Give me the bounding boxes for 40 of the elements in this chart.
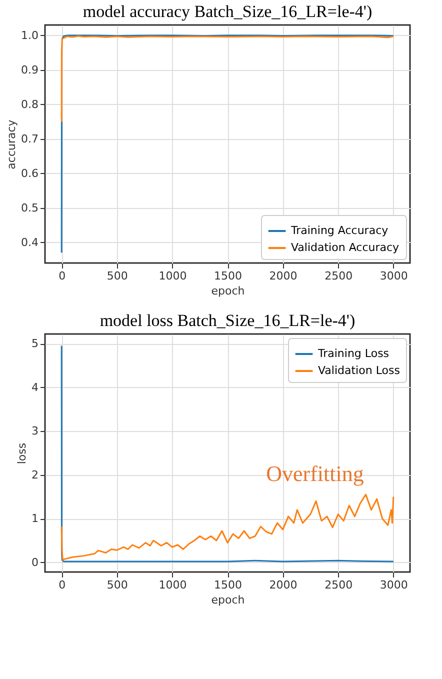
chart-title: model loss Batch_Size_16_LR=le-4') [100,311,356,330]
chart-title: model accuracy Batch_Size_16_LR=le-4') [82,2,372,21]
x-axis-title: epoch [211,284,245,298]
legend-label: Training Loss [317,347,390,360]
y-tick-label: 0.8 [21,98,38,111]
x-tick-label: 500 [106,578,128,592]
line-series [60,494,394,561]
x-tick-label: 3000 [380,270,408,282]
x-tick-label: 2000 [269,578,298,592]
y-tick-label: 4 [32,380,38,394]
line-series [60,35,394,122]
x-tick-label: 500 [106,270,128,282]
x-tick-label: 1500 [214,270,242,282]
y-axis-title: accuracy [5,119,18,170]
x-axis-title: epoch [211,594,245,606]
x-tick-label: 2000 [269,270,298,282]
legend-label: Training Accuracy [290,224,389,237]
legend-label: Validation Accuracy [291,241,400,254]
y-tick-label: 0.4 [21,236,38,249]
x-tick-label: 1500 [214,578,242,592]
x-tick-label: 1000 [158,578,187,592]
legend-label: Validation Loss [318,364,400,377]
y-tick-label: 0.6 [21,166,38,180]
y-tick-label: 0 [32,556,38,569]
y-tick-label: 1.0 [21,28,38,42]
x-tick-label: 3000 [380,578,408,592]
x-tick-label: 0 [58,270,66,282]
y-tick-label: 5 [32,337,38,350]
y-tick-label: 2 [32,468,38,482]
x-tick-label: 2500 [324,270,353,282]
y-tick-label: 0.7 [21,132,38,146]
x-tick-label: 2500 [324,578,353,592]
y-axis-title: loss [16,442,28,464]
y-tick-label: 1 [32,512,38,526]
annotation: Overfitting [266,461,364,486]
y-tick-label: 0.5 [21,201,38,214]
y-tick-label: 0.9 [21,63,38,76]
x-tick-label: 1000 [158,270,187,282]
x-tick-label: 0 [58,578,66,592]
y-tick-label: 3 [32,424,38,438]
